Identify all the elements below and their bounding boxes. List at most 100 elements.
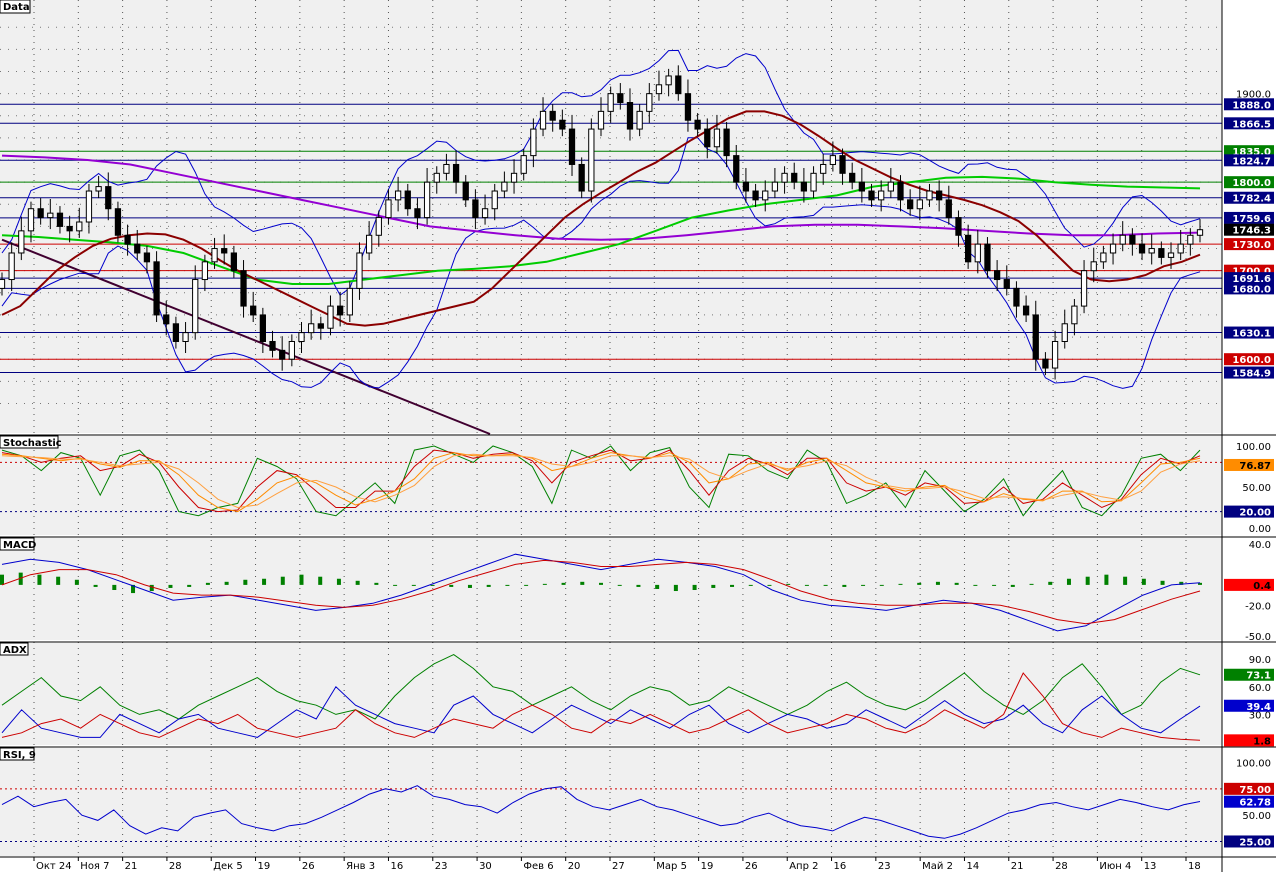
macd-histogram-bar [467,584,472,588]
macd-histogram-bar [336,578,341,585]
macd-histogram-bar [580,581,585,585]
svg-text:Stochastic: Stochastic [3,438,62,449]
x-tick-label: 21 [1011,861,1024,872]
candle-body [916,199,923,210]
adx-badge-label: 73.1 [1246,671,1271,682]
candle-body [839,155,846,174]
candle-body [375,217,382,236]
candle-body [907,199,914,210]
price-level-label: 1584.9 [1232,369,1271,380]
candle-body [858,181,865,192]
candle-body [163,314,170,325]
rsi-line [1,785,1201,839]
time-axis: Окт 24 Ноя 7 21 28 Дек 5 19 26 Янв 3 16 23 30 Фев 6… [33,857,1201,872]
candle-body [288,340,295,360]
price-level-badge [1224,191,1274,204]
macd-pane-title: MACD [0,537,36,551]
candle-body [1119,234,1126,245]
macd-badge [1224,578,1274,591]
candle-body [356,252,363,289]
price-level-badge [1224,238,1274,251]
macd-axis-tick: -20.0 [1245,601,1271,612]
candle-body [1129,234,1136,245]
macd-histogram-bar [973,584,978,586]
adx-axis-tick: 60.0 [1249,683,1271,694]
candle-body [240,270,247,307]
candle-body [1148,248,1155,254]
price-levels [0,103,1222,842]
rsi-badge-label: 75.00 [1239,785,1271,796]
macd-histogram-bar [636,584,641,587]
candle-body [897,181,904,201]
candle-body [578,163,585,192]
macd-histogram-bar [224,581,229,585]
macd-signal-line [1,559,1201,625]
adx-badge [1224,668,1274,681]
adx-pane[interactable] [0,643,1222,745]
stochastic-pane[interactable] [0,436,1222,535]
price-level-badge [1224,117,1274,130]
macd-histogram-bar [1010,584,1015,587]
macd-histogram-bar [1085,576,1090,585]
x-tick-label: 16 [390,861,403,872]
macd-histogram-bar [486,584,491,587]
price-level-label: 1824.7 [1232,156,1271,167]
candle-body [37,208,44,219]
price-level-badge [1224,326,1274,339]
adx-axis-tick: 90.0 [1249,655,1271,666]
rsi-pane[interactable] [0,748,1222,856]
x-tick-label: 28 [169,861,182,872]
candle-body [337,305,344,316]
candle-body [549,110,556,121]
macd-histogram-bar [187,584,192,587]
candle-body [433,172,440,183]
price-level-badge [1224,211,1274,224]
candle-body [829,155,837,165]
x-tick-label: Янв 3 [346,861,375,872]
price-pane-title: Data [0,0,31,14]
x-tick-label: 18 [1188,861,1201,872]
candle-body [1080,270,1088,307]
price-level-label: 1600.0 [1232,355,1271,366]
macd-histogram-bar [992,584,997,586]
macd-histogram-bar [599,582,603,585]
x-tick-label: Фев 6 [523,861,553,872]
price-level-label: 1730.0 [1232,240,1271,251]
price-pane[interactable] [0,0,1222,433]
candle-body [849,172,856,183]
macd-histogram-bar [1123,576,1128,585]
price-level-label: 1691.6 [1232,274,1271,285]
stochastic-axis-tick: 100.00 [1236,442,1271,453]
candle-body [878,190,885,201]
candle-body [327,305,334,329]
svg-text:ADX: ADX [3,645,27,656]
stochastic-pane-title: Stochastic [0,435,62,449]
macd-badge-label: 0.4 [1253,581,1271,592]
x-tick-label: Май 2 [922,861,953,872]
candle-body [1013,287,1020,307]
x-tick-label: 23 [435,861,448,872]
candle-body [385,199,392,219]
candle-body [365,234,373,254]
candle-body [18,230,25,254]
candle-body [607,93,614,112]
macd-histogram-bar [617,584,622,586]
candle-body [269,340,276,351]
candle-body [143,252,151,263]
adx-pane-title: ADX [0,642,29,656]
candle-body [752,190,759,201]
rsi-badge [1224,795,1274,808]
macd-histogram-bar [449,584,454,587]
rsi-axis-tick: 100.00 [1236,759,1271,770]
candle-body [394,190,402,201]
candle-body [462,181,469,201]
candle-body [646,93,653,112]
macd-histogram-bar [767,584,772,586]
x-tick-label: 26 [745,861,758,872]
macd-axis-tick: -50.0 [1245,632,1271,643]
candle-body [105,186,112,210]
macd-pane[interactable] [0,538,1222,640]
candle-body [945,199,952,219]
ma-fast-line [1,110,1201,327]
